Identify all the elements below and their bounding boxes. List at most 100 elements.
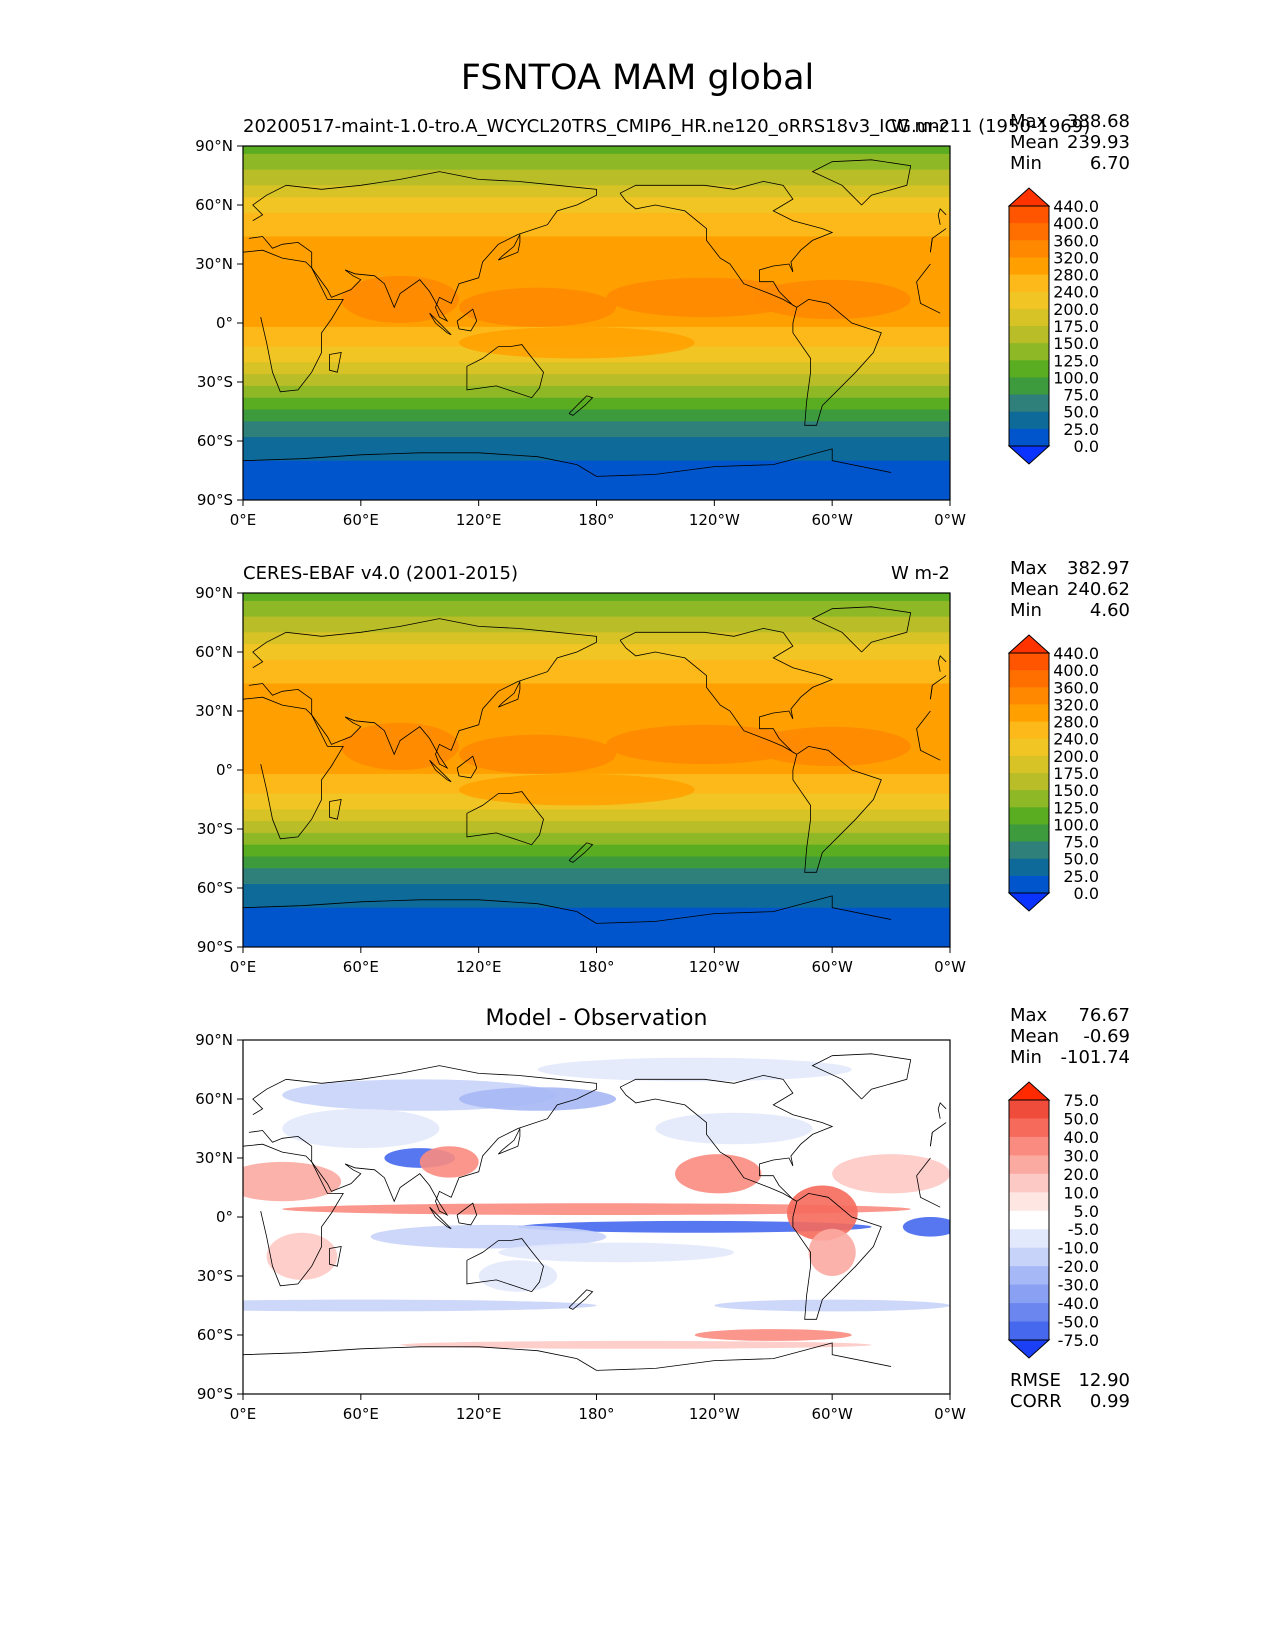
field-band <box>243 805 950 810</box>
stat-row: Max 382.97 <box>1010 558 1130 579</box>
field-band <box>243 624 950 629</box>
y-tick-label: 30°S <box>197 820 233 838</box>
field-band <box>243 283 950 289</box>
stat-value: 6.70 <box>1089 153 1130 174</box>
colorbar-tick-label: 0.0 <box>1074 437 1099 456</box>
x-tick: 0°E <box>230 1394 256 1423</box>
colorbar-tick-label: 125.0 <box>1053 351 1099 370</box>
field-patch <box>459 287 617 327</box>
field-band <box>243 201 950 206</box>
colorbar-segment <box>1009 670 1049 688</box>
colorbar-segment <box>1009 343 1049 361</box>
x-tick-label: 120°E <box>456 511 502 529</box>
colorbar-tick-label: -50.0 <box>1058 1313 1099 1332</box>
y-tick: 0° <box>216 1208 243 1226</box>
x-tick-label: 60°E <box>343 958 379 976</box>
coastline <box>937 655 947 672</box>
field-band <box>243 165 950 171</box>
field-band <box>243 267 950 273</box>
field-patch <box>675 1154 762 1194</box>
x-tick-label: 180° <box>578 511 614 529</box>
x-tick: 120°W <box>689 1394 740 1423</box>
colorbar-tick-label: 0.0 <box>1074 884 1099 903</box>
colorbar-tick-label: 25.0 <box>1063 420 1099 439</box>
map-field-model <box>243 146 950 500</box>
colorbar-segment <box>1009 240 1049 258</box>
coastline <box>619 180 834 308</box>
y-tick: 0° <box>216 314 243 332</box>
x-tick-label: 0°W <box>934 958 966 976</box>
x-tick-label: 0°W <box>934 511 966 529</box>
field-band <box>243 382 950 387</box>
colorbar-segment <box>1009 687 1049 705</box>
coastline <box>456 308 478 332</box>
field-band <box>243 596 950 602</box>
field-band <box>243 319 950 324</box>
field-band <box>243 409 950 415</box>
field-band <box>243 405 950 411</box>
stat-label: Min <box>1010 153 1042 174</box>
field-band <box>243 880 950 885</box>
field-band <box>243 671 950 677</box>
coastline <box>456 1202 478 1226</box>
field-band <box>243 472 950 477</box>
colorbar-tick-label: 400.0 <box>1053 214 1099 233</box>
field-band <box>243 699 950 704</box>
x-tick-label: 120°W <box>689 1405 740 1423</box>
field-band <box>243 448 950 454</box>
field-band <box>243 397 950 403</box>
coastline <box>916 281 941 314</box>
colorbar-segment <box>1009 1173 1049 1193</box>
x-tick: 180° <box>578 500 615 529</box>
y-tick: 60°S <box>197 432 243 450</box>
field-patch <box>517 1220 872 1233</box>
colorbar-tick-label: 25.0 <box>1063 867 1099 886</box>
field-patch <box>243 1161 342 1202</box>
colorbar-tick-label: 280.0 <box>1053 713 1099 732</box>
coastline <box>243 1143 344 1287</box>
field-band <box>243 770 950 775</box>
colorbar-segment <box>1009 790 1049 808</box>
colorbar-tick-label: 50.0 <box>1063 850 1099 869</box>
coastline <box>811 159 912 206</box>
y-tick-label: 30°N <box>195 255 233 273</box>
y-tick: 60°S <box>197 1326 243 1344</box>
field-band <box>243 492 950 497</box>
field-band <box>243 224 950 230</box>
field-patch <box>419 1146 479 1178</box>
x-tick: 60°W <box>811 947 853 976</box>
coastline <box>930 685 933 700</box>
coastline <box>916 1157 931 1176</box>
y-tick: 60°N <box>195 643 243 661</box>
coastline <box>248 618 597 770</box>
field-band <box>243 401 950 407</box>
x-tick-label: 60°W <box>811 1405 853 1423</box>
colorbar-tick-label: -5.0 <box>1068 1220 1099 1239</box>
field-band <box>243 488 950 493</box>
coastline <box>792 745 882 873</box>
colorbar-tick-label: 280.0 <box>1053 266 1099 285</box>
field-band <box>243 220 950 226</box>
panel-title-left: 20200517-maint-1.0-tro.A_WCYCL20TRS_CMIP… <box>243 116 1091 137</box>
colorbar-segment <box>1009 377 1049 396</box>
field-patch <box>498 1242 734 1263</box>
field-patch <box>262 250 361 298</box>
coastline <box>811 606 912 653</box>
x-tick-label: 0°E <box>230 511 257 529</box>
field-band <box>243 718 950 724</box>
x-tick: 0°W <box>934 500 966 529</box>
field-patch <box>341 722 460 771</box>
stat-row: Mean 239.93 <box>1010 132 1130 153</box>
field-band <box>243 632 950 637</box>
colorbar-segment <box>1009 875 1049 894</box>
field-band <box>243 931 950 936</box>
field-band <box>243 884 950 889</box>
stat-label: Mean <box>1010 579 1060 600</box>
coastline <box>937 1102 947 1119</box>
y-tick: 90°N <box>195 584 243 602</box>
field-band <box>243 935 950 940</box>
x-tick-label: 120°W <box>689 511 740 529</box>
field-band <box>243 366 950 371</box>
field-band <box>243 856 950 862</box>
